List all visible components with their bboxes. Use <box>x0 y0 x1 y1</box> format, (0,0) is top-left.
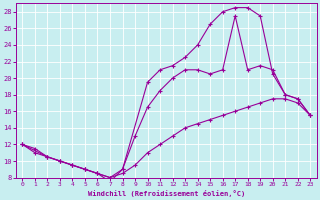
X-axis label: Windchill (Refroidissement éolien,°C): Windchill (Refroidissement éolien,°C) <box>88 190 245 197</box>
